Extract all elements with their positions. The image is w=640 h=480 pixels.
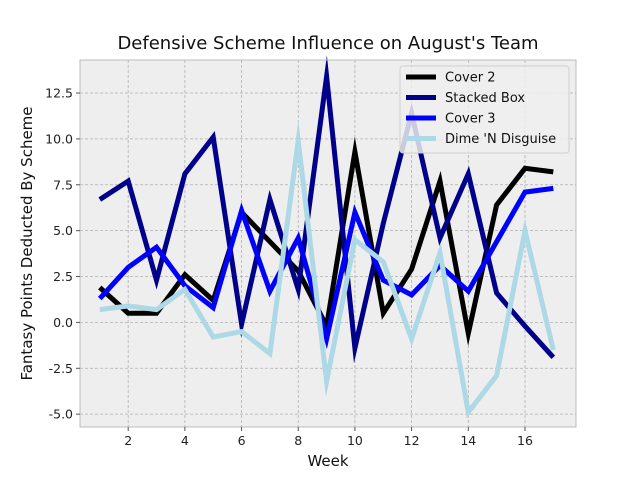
x-tick-label: 2 xyxy=(124,433,132,448)
series-line-4 xyxy=(99,120,556,419)
x-tick-label: 10 xyxy=(347,433,363,448)
y-tick-label: 7.5 xyxy=(53,177,73,192)
y-tick-label: 2.5 xyxy=(53,269,73,284)
x-tick-label: 12 xyxy=(404,433,420,448)
x-tick-label: 6 xyxy=(238,433,246,448)
legend-label: Cover 3 xyxy=(445,112,495,127)
x-tick-label: 16 xyxy=(517,433,533,448)
x-tick-label: 14 xyxy=(460,433,476,448)
series-line-2 xyxy=(98,55,556,364)
series-line-3 xyxy=(97,185,554,350)
x-tick-label: 4 xyxy=(181,433,189,448)
axis-ticks: 2 4 6 8 10 12 14 16 -5.0 -2.5 0.0 2.5 5.0 7.5 10.0 12.5 xyxy=(45,86,533,448)
y-tick-label: 0.0 xyxy=(53,315,73,330)
x-tick-label: 8 xyxy=(294,433,302,448)
series-lines xyxy=(97,55,556,419)
legend-box xyxy=(399,65,570,154)
y-tick-label: -5.0 xyxy=(49,407,73,422)
legend-label: Dime 'N Disguise xyxy=(445,132,556,147)
y-tick-label: 12.5 xyxy=(45,86,73,101)
y-tick-label: 10.0 xyxy=(45,131,73,146)
y-axis-label: Fantasy Points Deducted By Scheme xyxy=(18,106,36,380)
chart-title: Defensive Scheme Influence on August's T… xyxy=(117,33,538,54)
legend: Cover 2 Stacked Box Cover 3 Dime 'N Disguis… xyxy=(399,65,570,154)
y-tick-label: 5.0 xyxy=(53,223,73,238)
x-axis-label: Week xyxy=(307,452,348,470)
legend-label: Cover 2 xyxy=(445,71,495,86)
y-tick-label: -2.5 xyxy=(49,361,73,376)
legend-label: Stacked Box xyxy=(445,91,525,106)
plot-frame xyxy=(79,59,577,428)
series-line-1 xyxy=(98,136,554,346)
